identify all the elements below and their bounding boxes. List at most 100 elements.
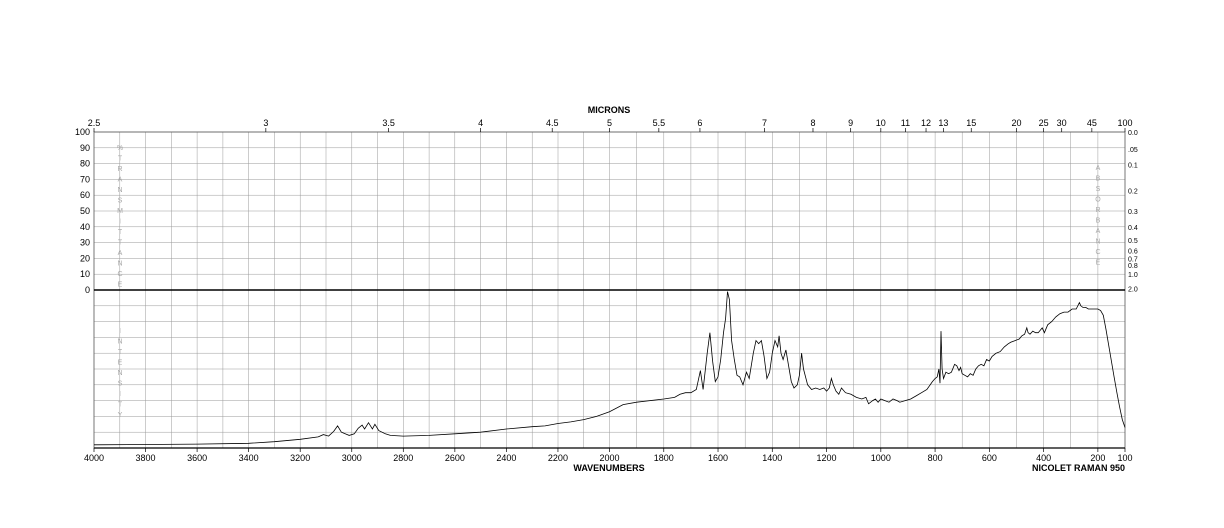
x-tick-label: 3000 (342, 453, 362, 463)
stacked-letter: I (119, 391, 121, 398)
x-tick-label: 3400 (239, 453, 259, 463)
stacked-letter: E (1096, 260, 1101, 267)
transmittance-tick-label: 40 (80, 222, 90, 232)
x-tick-label: 400 (1036, 453, 1051, 463)
micron-tick-label: 20 (1011, 118, 1021, 128)
stacked-letter: A (118, 250, 123, 257)
transmittance-tick-label: 70 (80, 174, 90, 184)
absorbance-tick-label: 0.3 (1128, 209, 1138, 216)
x-tick-label: 3800 (136, 453, 156, 463)
instrument-label: NICOLET RAMAN 950 (1032, 463, 1125, 473)
x-tick-label: 100 (1117, 453, 1132, 463)
x-tick-label: 1600 (708, 453, 728, 463)
x-tick-label: 1200 (817, 453, 837, 463)
transmittance-tick-label: 0 (85, 285, 90, 295)
micron-tick-label: 3 (263, 118, 268, 128)
stacked-letter: R (1095, 207, 1100, 214)
stacked-letter: N (1095, 239, 1100, 246)
stacked-letter: % (117, 145, 123, 152)
stacked-letter: C (117, 271, 122, 278)
absorbance-tick-label: 2.0 (1128, 286, 1138, 293)
top-axis-label: MICRONS (588, 105, 631, 115)
absorbance-tick-label: 0.1 (1128, 163, 1138, 170)
stacked-letter: S (118, 381, 123, 388)
stacked-letter: O (1095, 197, 1101, 204)
stacked-letter: S (118, 198, 123, 205)
micron-tick-label: 3.5 (382, 118, 395, 128)
transmittance-tick-label: 80 (80, 159, 90, 169)
stacked-letter: N (117, 370, 122, 377)
stacked-letter: R (117, 166, 122, 173)
absorbance-tick-label: 0.2 (1128, 188, 1138, 195)
stacked-letter: N (117, 187, 122, 194)
x-tick-label: 2800 (393, 453, 413, 463)
transmittance-tick-label: 10 (80, 269, 90, 279)
micron-tick-label: 2.5 (88, 118, 101, 128)
stacked-letter: S (1096, 186, 1101, 193)
x-tick-label: 200 (1090, 453, 1105, 463)
micron-tick-label: 45 (1087, 118, 1097, 128)
absorbance-tick-label: 0.8 (1128, 263, 1138, 270)
absorbance-tick-label: 0.4 (1128, 225, 1138, 232)
stacked-letter: E (118, 282, 123, 289)
stacked-letter: Y (118, 412, 123, 419)
micron-tick-label: 10 (876, 118, 886, 128)
micron-tick-label: 15 (966, 118, 976, 128)
micron-tick-label: 13 (938, 118, 948, 128)
absorbance-tick-label: 1.0 (1128, 272, 1138, 279)
stacked-letter: N (117, 339, 122, 346)
transmittance-tick-label: 60 (80, 190, 90, 200)
spectrum-line (93, 291, 1126, 446)
stacked-letter: B (1096, 176, 1101, 183)
x-tick-label: 3200 (290, 453, 310, 463)
micron-tick-label: 8 (810, 118, 815, 128)
micron-tick-label: 4.5 (546, 118, 559, 128)
stacked-letter: A (118, 177, 123, 184)
x-tick-label: 1400 (762, 453, 782, 463)
absorbance-tick-label: 0.6 (1128, 248, 1138, 255)
micron-tick-label: 9 (848, 118, 853, 128)
absorbance-tick-label: .05 (1128, 147, 1138, 154)
transmittance-tick-label: 90 (80, 143, 90, 153)
x-tick-label: 3600 (187, 453, 207, 463)
micron-tick-label: 12 (921, 118, 931, 128)
transmittance-tick-label: 20 (80, 253, 90, 263)
micron-tick-label: 5 (607, 118, 612, 128)
x-tick-label: 2400 (496, 453, 516, 463)
transmittance-tick-label: 30 (80, 238, 90, 248)
x-tick-label: 1000 (871, 453, 891, 463)
x-tick-label: 4000 (84, 453, 104, 463)
micron-tick-label: 25 (1039, 118, 1049, 128)
stacked-letter: B (1096, 218, 1101, 225)
stacked-letter: N (117, 261, 122, 268)
micron-tick-label: 6 (697, 118, 702, 128)
x-tick-label: 2200 (548, 453, 568, 463)
stacked-letter: A (1096, 228, 1101, 235)
micron-tick-label: 100 (1117, 118, 1132, 128)
x-tick-label: 800 (928, 453, 943, 463)
stacked-letter: T (118, 229, 123, 236)
stacked-letter: I (119, 328, 121, 335)
stacked-letter: T (118, 349, 123, 356)
stacked-letter: A (1096, 165, 1101, 172)
stacked-letter: C (1095, 249, 1100, 256)
stacked-letter: T (118, 156, 123, 163)
x-tick-label: 2000 (599, 453, 619, 463)
stacked-letter: I (119, 219, 121, 226)
x-tick-label: 600 (982, 453, 997, 463)
stacked-letter: T (118, 402, 123, 409)
x-tick-label: 1800 (654, 453, 674, 463)
chart-ticks: 4000 3800 3600 3400 3200 3000 2800 2600 2400 2200… (75, 118, 1138, 463)
micron-tick-label: 7 (762, 118, 767, 128)
x-axis-label: WAVENUMBERS (573, 463, 644, 473)
micron-tick-label: 11 (901, 118, 910, 128)
absorbance-tick-label: 0.7 (1128, 256, 1138, 263)
transmittance-tick-label: 50 (80, 206, 90, 216)
stacked-letter: E (118, 360, 123, 367)
micron-tick-label: 5.5 (653, 118, 666, 128)
stacked-letter: M (117, 208, 123, 215)
absorbance-tick-label: 0.0 (1128, 130, 1138, 137)
